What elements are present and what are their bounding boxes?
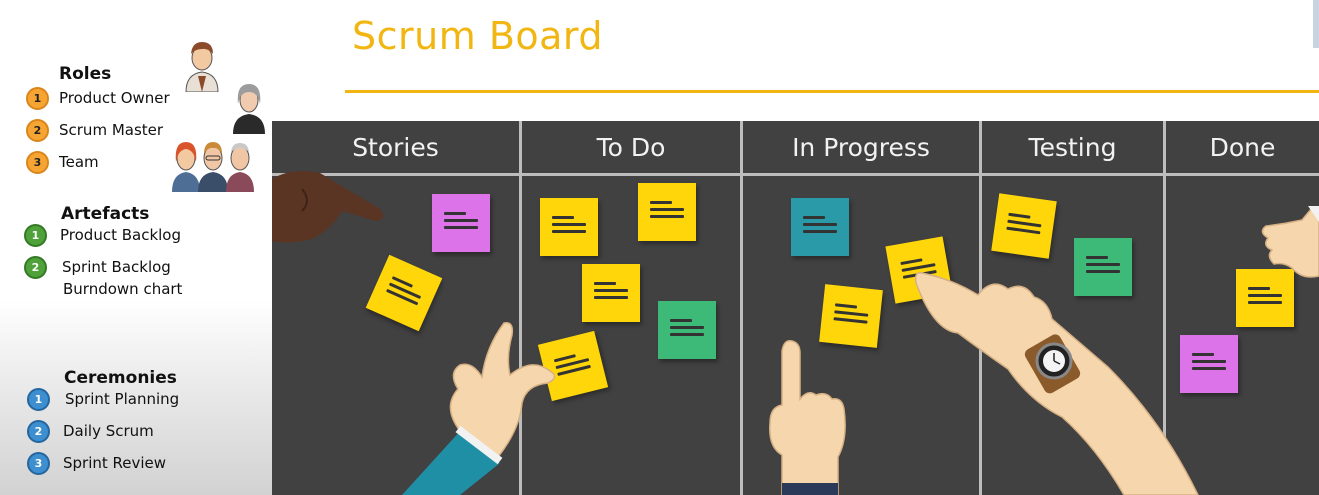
column-divider <box>740 121 743 495</box>
number-badge: 2 <box>27 419 50 443</box>
column-header-done: Done <box>1209 132 1276 162</box>
sticky-note[interactable] <box>1180 335 1238 393</box>
sticky-note[interactable] <box>658 301 716 359</box>
header-separator <box>272 173 1319 176</box>
role-label: Product Owner <box>59 89 170 107</box>
number-badge: 1 <box>27 387 50 411</box>
number-badge: 2 <box>24 255 47 279</box>
artefact-sublabel: Burndown chart <box>63 280 183 298</box>
column-header-in-progress: In Progress <box>792 132 930 162</box>
raised-finger-hand-icon <box>769 339 846 495</box>
grabbing-hand-icon <box>402 322 556 495</box>
pointing-hand-icon <box>272 171 384 243</box>
scrum-board: Stories To Do In Progress Testing Done <box>272 121 1319 495</box>
sticky-note[interactable] <box>791 198 849 256</box>
number-badge: 1 <box>26 86 49 110</box>
column-divider <box>1163 121 1166 495</box>
artefact-label: Sprint Backlog <box>62 258 171 276</box>
column-header-testing: Testing <box>1028 132 1117 162</box>
artefacts-heading: Artefacts <box>61 204 150 224</box>
sticky-note[interactable] <box>1236 269 1294 327</box>
role-label: Team <box>59 153 99 171</box>
corner-decoration <box>1313 0 1319 48</box>
product-owner-avatar-icon <box>185 42 219 92</box>
column-header-todo: To Do <box>596 132 666 162</box>
scrum-master-avatar-icon <box>233 84 265 134</box>
number-badge: 3 <box>27 451 50 475</box>
reaching-hand-icon <box>1261 206 1319 278</box>
artefact-label: Product Backlog <box>60 226 182 244</box>
ceremony-label: Sprint Review <box>63 454 167 472</box>
team-avatar-icon <box>172 142 254 192</box>
ceremony-label: Daily Scrum <box>63 422 154 440</box>
sidebar: Roles 1 Product Owner 2 Scrum Master 3 T… <box>0 0 272 495</box>
number-badge: 1 <box>24 223 47 247</box>
ceremonies-heading: Ceremonies <box>64 368 177 388</box>
watch-hand-icon <box>914 271 1199 495</box>
role-item-team: 3 Team <box>26 150 99 174</box>
role-item-scrum-master: 2 Scrum Master <box>26 118 163 142</box>
role-label: Scrum Master <box>59 121 164 139</box>
page-title: Scrum Board <box>352 14 603 58</box>
ceremony-label: Sprint Planning <box>65 390 180 408</box>
column-divider <box>519 121 522 495</box>
sticky-note[interactable] <box>1074 238 1132 296</box>
title-underline <box>345 90 1319 93</box>
sticky-note[interactable] <box>540 198 598 256</box>
ceremony-item-sprint-review: 3 Sprint Review <box>27 451 166 475</box>
ceremony-item-daily-scrum: 2 Daily Scrum <box>27 419 154 443</box>
column-header-stories: Stories <box>352 132 439 162</box>
number-badge: 2 <box>26 118 49 142</box>
sticky-note[interactable] <box>582 264 640 322</box>
artefact-item-product-backlog: 1 Product Backlog <box>24 223 181 247</box>
sticky-note[interactable] <box>991 193 1057 259</box>
ceremony-item-sprint-planning: 1 Sprint Planning <box>27 387 179 411</box>
role-item-product-owner: 1 Product Owner <box>26 86 170 110</box>
number-badge: 3 <box>26 150 49 174</box>
sticky-note[interactable] <box>432 194 490 252</box>
artefact-item-sprint-backlog: 2 Sprint Backlog <box>24 255 171 279</box>
sticky-note[interactable] <box>638 183 696 241</box>
roles-heading: Roles <box>59 64 112 84</box>
